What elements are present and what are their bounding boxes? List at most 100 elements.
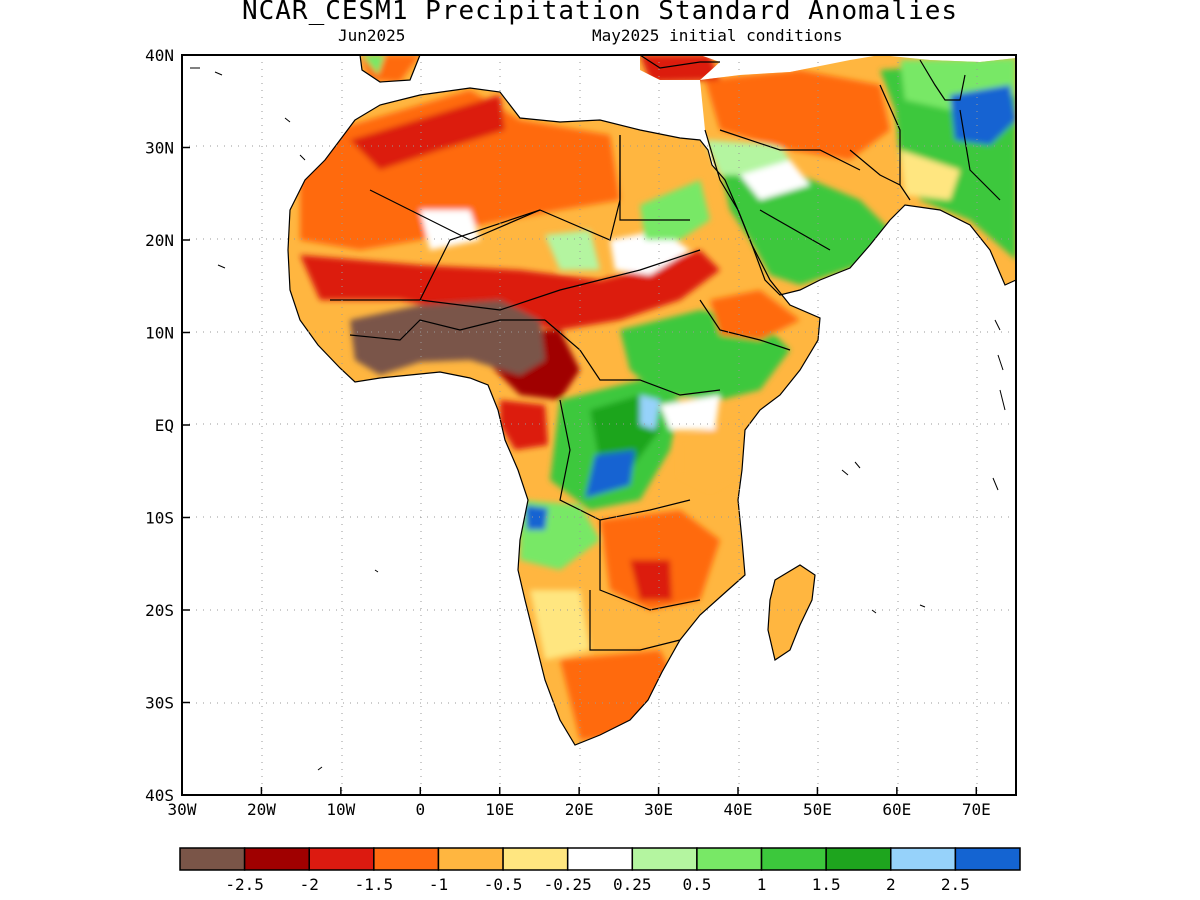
lat-tick-label: 10S [145, 509, 174, 528]
legend-swatch [631, 847, 698, 871]
region-pakistan-blue [950, 85, 1016, 145]
lon-tick-label: 30E [644, 800, 673, 819]
border-south-1 [589, 590, 681, 651]
region-zambia-dark [630, 560, 672, 600]
legend-label: 2.5 [941, 875, 970, 894]
lat-tick-label: 30N [145, 139, 174, 158]
legend-label: 0.5 [682, 875, 711, 894]
lat-tick-label: 20S [145, 601, 174, 620]
legend-swatch [243, 847, 310, 871]
border-east [699, 299, 791, 351]
longitude-labels: 30W 20W 10W 0 10E 20E 30E 40E 50E 60E 70E [168, 800, 991, 819]
lon-tick-label: 20W [247, 800, 276, 819]
lon-tick-label: 0 [415, 800, 425, 819]
lat-tick-label: 30S [145, 694, 174, 713]
canary-islands [190, 67, 306, 269]
africa-coastline [287, 87, 821, 746]
legend-label: -2 [300, 875, 319, 894]
coastlines [287, 54, 1017, 746]
region-middle-east [705, 70, 890, 160]
legend-swatch [890, 847, 957, 871]
anomaly-field [288, 55, 1016, 745]
region-gabon [500, 400, 548, 450]
legend-label: -2.5 [225, 875, 264, 894]
legend-label: -0.25 [544, 875, 592, 894]
region-arabia-white [740, 160, 810, 200]
region-angola-blue [525, 505, 548, 530]
region-ethiopia-orange [710, 290, 800, 340]
border-egypt [619, 135, 690, 221]
initial-conditions: May2025 initial conditions [592, 26, 843, 45]
region-kenya [680, 420, 745, 490]
legend-swatch [825, 847, 892, 871]
legend-swatch [502, 847, 569, 871]
legend-swatch [696, 847, 763, 871]
border-sahel [330, 249, 701, 311]
legend-label: 1 [757, 875, 767, 894]
region-madagascar [768, 565, 815, 660]
legend-swatch [566, 847, 634, 871]
legend-swatch [760, 847, 827, 871]
region-turkey [640, 55, 720, 82]
border-sahara-2 [419, 209, 541, 301]
europe-coastline [359, 54, 720, 83]
region-chad-green [545, 230, 600, 270]
region-morocco-green [362, 55, 385, 75]
lon-tick-label: 40E [724, 800, 753, 819]
legend-label: 2 [886, 875, 896, 894]
axis-ticks [181, 54, 978, 796]
region-congo-blue [585, 450, 635, 498]
legend-swatch [179, 847, 246, 871]
legend-label: 1.5 [812, 875, 841, 894]
arabia-coastline [704, 129, 1017, 296]
lon-tick-label: 20E [565, 800, 594, 819]
chart-title: NCAR_CESM1 Precipitation Standard Anomal… [241, 0, 959, 26]
legend-swatch [954, 847, 1021, 871]
lon-tick-label: 10E [485, 800, 514, 819]
legend-label: -1 [429, 875, 448, 894]
lon-tick-label: 50E [803, 800, 832, 819]
border-arabia [719, 129, 861, 251]
border-iran [879, 84, 1001, 201]
lat-tick-label: 40N [145, 46, 174, 65]
border-west-africa [349, 319, 545, 341]
region-congo-lightblue [640, 395, 660, 430]
lat-tick-label: 40S [145, 786, 174, 805]
legend-label: -1.5 [355, 875, 394, 894]
lon-tick-label: 10W [326, 800, 355, 819]
legend-swatch [373, 847, 440, 871]
border-central [544, 319, 721, 396]
lon-tick-label: 60E [882, 800, 911, 819]
caspian [919, 59, 966, 101]
legend-swatch [437, 847, 504, 871]
region-north-africa-strong [350, 95, 505, 170]
legend-swatch [308, 847, 375, 871]
lat-tick-label: EQ [155, 416, 174, 435]
indian-ocean-islands [992, 319, 1006, 491]
region-west-africa [350, 300, 545, 375]
lon-tick-label: 30W [168, 800, 197, 819]
lat-tick-label: 10N [145, 324, 174, 343]
region-iran-yellow [900, 150, 960, 200]
grid-lines [182, 55, 1016, 795]
forecast-month: Jun2025 [338, 26, 406, 45]
region-namibia [530, 590, 590, 660]
legend-label: -0.5 [484, 875, 523, 894]
region-sudan-white [610, 230, 690, 275]
islands [190, 67, 1006, 771]
region-sahel [300, 250, 720, 330]
atlantic-islands [317, 569, 379, 771]
region-tanzania-white [660, 395, 720, 430]
seychelles-mauritius [841, 461, 926, 614]
madagascar-coastline [767, 564, 816, 661]
lon-tick-label: 70E [962, 800, 991, 819]
region-red-sea [640, 180, 710, 240]
legend-label: 0.25 [613, 875, 652, 894]
lat-tick-label: 20N [145, 231, 174, 250]
region-south-africa [560, 650, 680, 740]
border-south-2 [599, 520, 701, 611]
persian-gulf [849, 149, 911, 201]
color-legend: -2.5 -2 -1.5 -1 -0.5 -0.25 0.25 0.5 1 1.5 2 2.5 [179, 847, 1021, 894]
latitude-labels: 40N 30N 20N 10N EQ 10S 20S 30S 40S [145, 46, 174, 805]
